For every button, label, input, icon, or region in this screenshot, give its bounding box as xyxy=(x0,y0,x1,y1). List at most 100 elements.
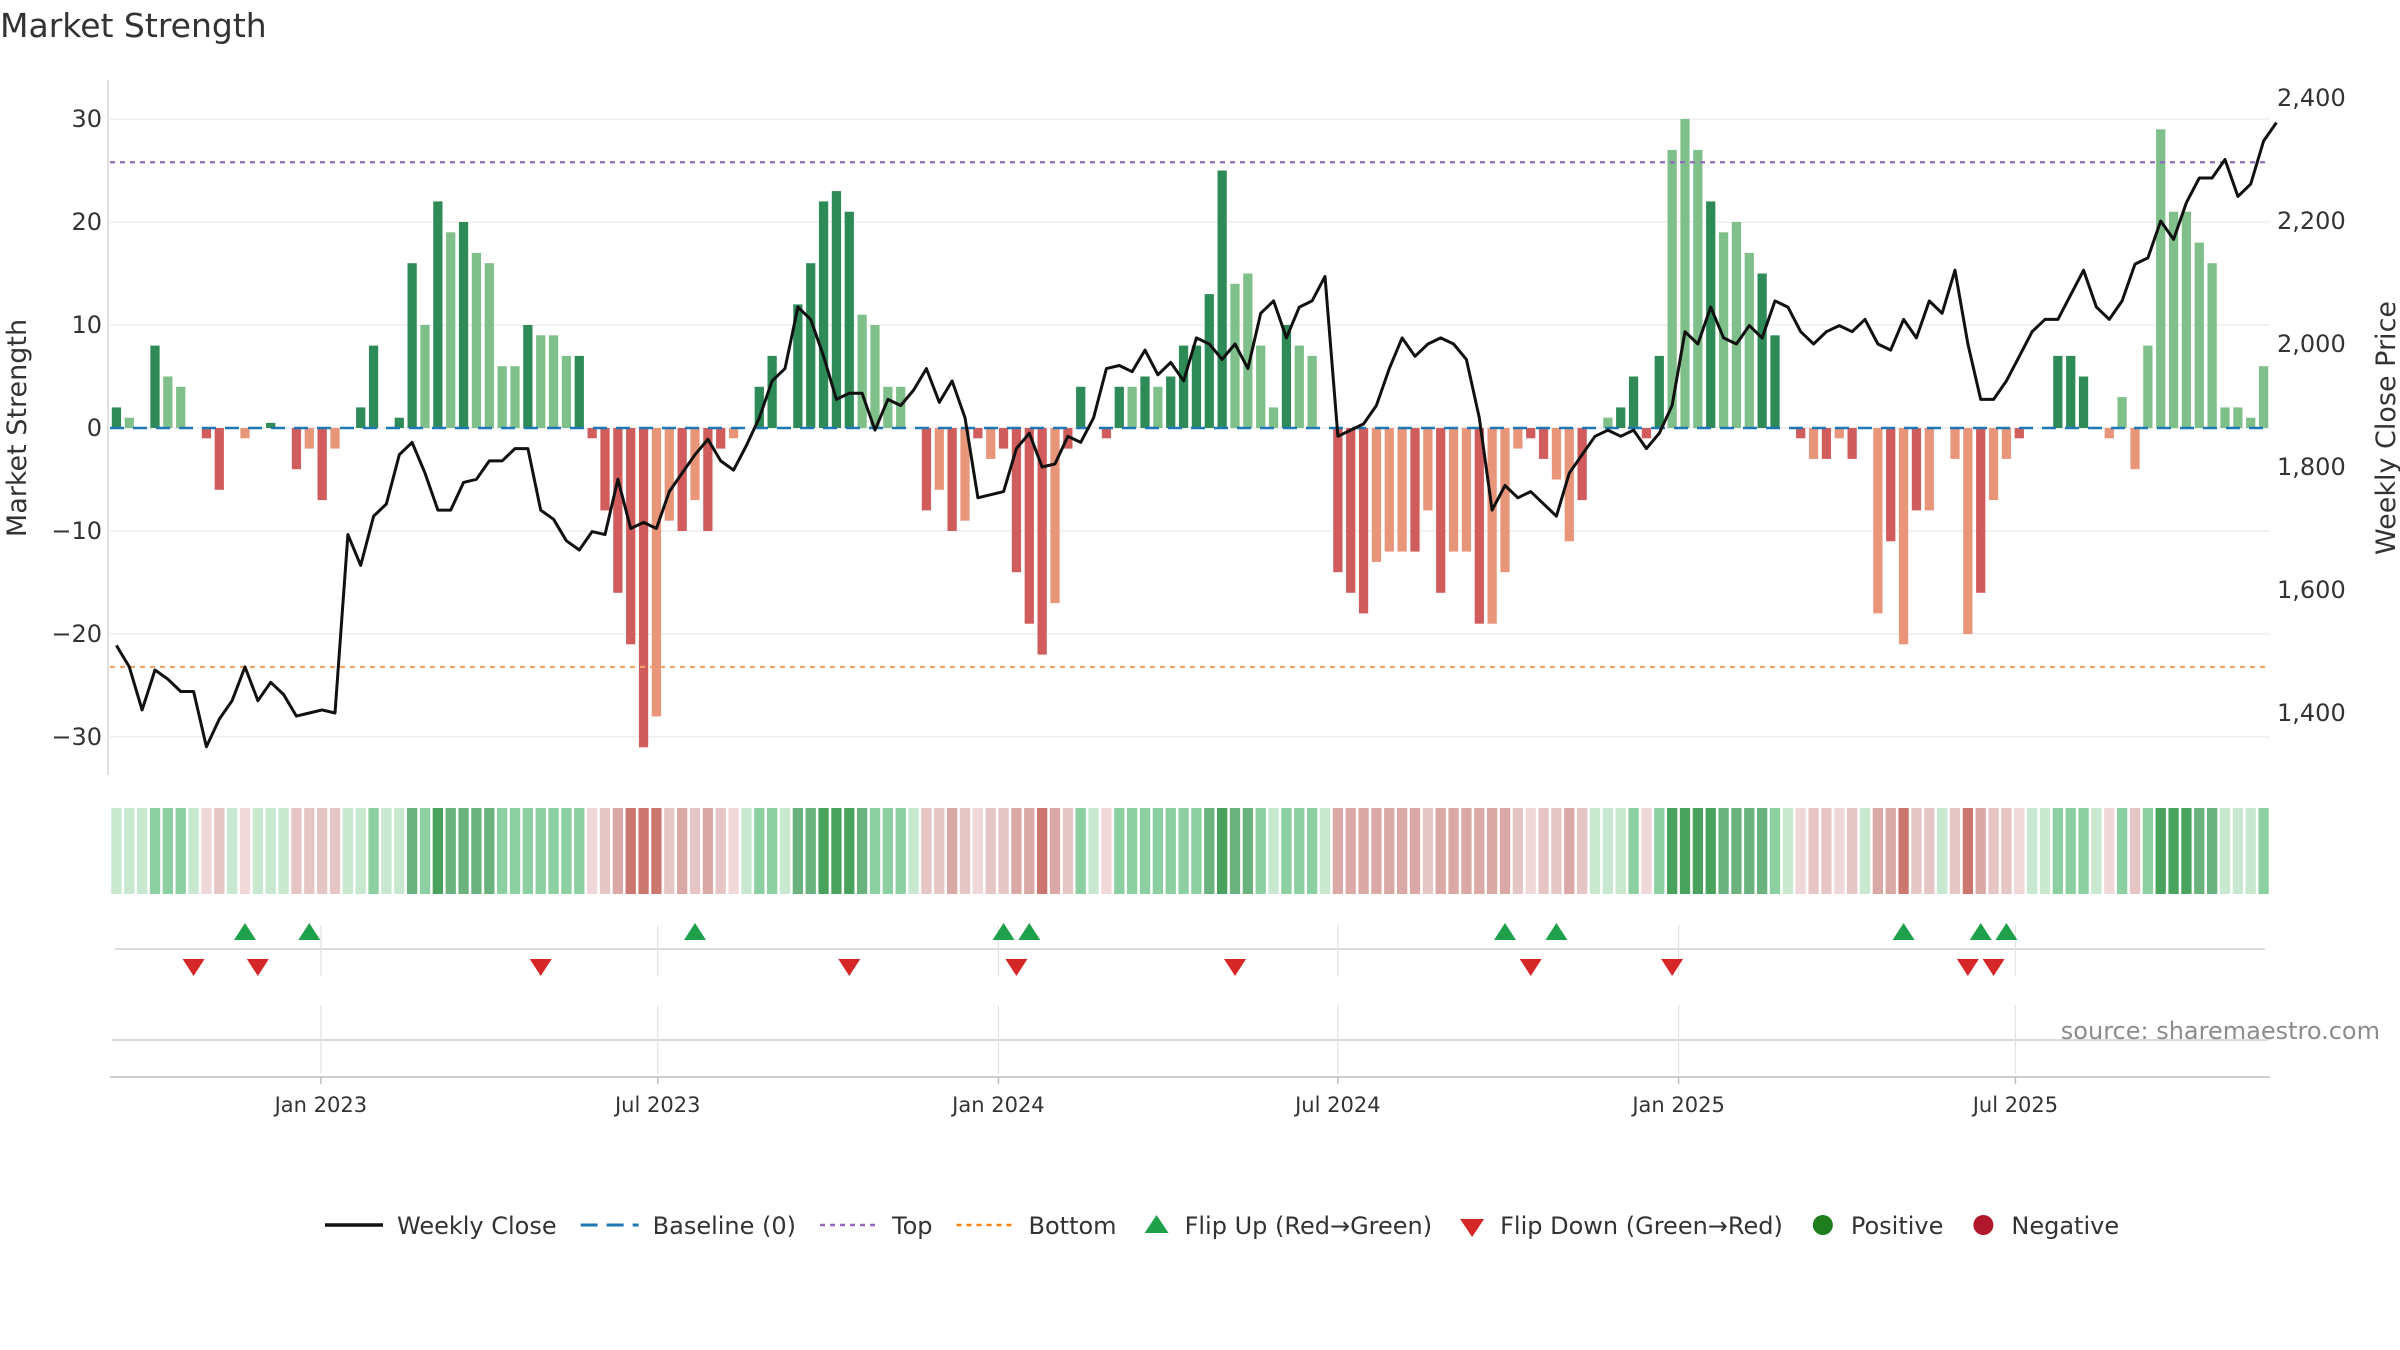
strength-bar xyxy=(806,263,816,428)
heat-cell xyxy=(522,808,533,894)
heat-cell xyxy=(2207,808,2218,894)
heat-cell xyxy=(1217,808,1228,894)
flip-down-marker xyxy=(1005,959,1028,976)
strength-bar xyxy=(651,428,662,717)
strength-bar xyxy=(587,428,597,439)
strength-bar xyxy=(1950,428,1960,459)
heat-cell xyxy=(959,808,971,894)
heat-cell xyxy=(908,808,919,894)
strength-bar xyxy=(2130,428,2140,470)
strength-bar xyxy=(767,355,777,428)
heat-cell xyxy=(1332,808,1343,894)
legend-label: Weekly Close xyxy=(397,1212,557,1240)
heat-cell xyxy=(1924,808,1935,894)
heat-cell xyxy=(124,808,135,894)
heat-cell xyxy=(1949,808,1961,894)
flip-down-marker xyxy=(1661,959,1684,976)
strength-bar xyxy=(1898,428,1909,645)
strength-bar xyxy=(1757,273,1767,428)
flip-down-marker xyxy=(529,959,552,976)
heat-cell xyxy=(2091,808,2102,894)
strength-bar xyxy=(497,366,507,428)
strength-bar xyxy=(1808,428,1819,459)
right-axis: 2,400 2,200 2,000 1,800 1,600 1,400 xyxy=(2277,84,2346,727)
flip-up-marker xyxy=(298,923,321,940)
heat-cell xyxy=(2117,808,2128,894)
heat-cell xyxy=(1178,808,1189,894)
heat-cell xyxy=(1757,808,1768,894)
strength-bar xyxy=(2207,263,2217,428)
strength-bar xyxy=(1564,428,1574,542)
heat-cell xyxy=(998,808,1009,894)
date-tick-label: Jan 2024 xyxy=(950,1093,1045,1117)
strength-bar xyxy=(677,428,687,531)
heat-cell xyxy=(1898,808,1909,894)
strength-bar xyxy=(1641,428,1652,439)
heat-cell xyxy=(561,808,572,894)
strength-bar xyxy=(998,428,1009,449)
strength-bar xyxy=(934,428,944,490)
strength-bar xyxy=(1487,428,1497,624)
strength-bar xyxy=(176,386,186,428)
heat-cell xyxy=(1049,808,1061,894)
heat-cell xyxy=(1281,808,1292,894)
strength-bar xyxy=(2078,376,2089,428)
strength-bar xyxy=(1821,428,1832,459)
heat-cell xyxy=(857,808,868,894)
heat-cell xyxy=(1294,808,1305,894)
strength-bar xyxy=(1988,428,1999,501)
strength-bar xyxy=(690,428,700,501)
strength-bar xyxy=(458,222,469,428)
heat-cell xyxy=(1564,808,1575,894)
heat-cell xyxy=(2065,808,2076,894)
right-tick-label: 2,000 xyxy=(2277,330,2346,358)
chart-title: Market Strength xyxy=(0,6,267,45)
heat-cell xyxy=(497,808,508,894)
strength-bar xyxy=(1256,345,1266,428)
right-tick-label: 2,200 xyxy=(2277,207,2346,235)
right-tick-label: 1,600 xyxy=(2277,576,2346,604)
legend-label: Flip Up (Red→Green) xyxy=(1185,1212,1433,1240)
heat-cell xyxy=(1512,808,1523,894)
strength-bar xyxy=(1628,376,1639,428)
heat-cell xyxy=(1139,808,1151,894)
heat-cell xyxy=(484,808,495,894)
legend-label: Positive xyxy=(1851,1212,1944,1240)
heat-cell xyxy=(767,808,778,894)
strength-bar xyxy=(1204,294,1214,428)
flip-up-marker xyxy=(1018,923,1041,940)
heat-cell xyxy=(2129,808,2141,894)
heat-cell xyxy=(329,808,341,894)
strength-bar xyxy=(1101,428,1112,439)
heat-cell xyxy=(1679,808,1691,894)
heat-cell xyxy=(1409,808,1421,894)
heat-cell xyxy=(921,808,932,894)
heat-cell xyxy=(638,808,649,894)
strength-bar xyxy=(1230,283,1240,428)
heat-cell xyxy=(779,808,791,894)
strength-bar xyxy=(1924,428,1934,511)
heat-cell xyxy=(1769,808,1781,894)
legend-item: Negative xyxy=(1973,1212,2119,1240)
heat-cell xyxy=(985,808,996,894)
date-tick-label: Jan 2023 xyxy=(273,1093,368,1117)
heat-cell xyxy=(1988,808,1999,894)
heat-cell xyxy=(1255,808,1266,894)
flip-up-marker xyxy=(992,923,1015,940)
strength-bar xyxy=(1436,428,1446,593)
heat-cell xyxy=(1397,808,1408,894)
heat-cell xyxy=(137,808,148,894)
strength-bar xyxy=(1706,201,1716,428)
reference-lines xyxy=(110,161,2270,669)
heat-cell xyxy=(394,808,405,894)
heat-cell xyxy=(2104,808,2115,894)
strength-bar xyxy=(1294,345,1304,428)
heat-cell xyxy=(1731,808,1742,894)
heat-cell xyxy=(1024,808,1035,894)
strength-bar xyxy=(2156,129,2166,429)
strength-bar xyxy=(1693,149,1703,428)
strength-bar xyxy=(1371,428,1382,562)
heat-cell xyxy=(651,808,662,894)
heat-cell xyxy=(1011,808,1022,894)
